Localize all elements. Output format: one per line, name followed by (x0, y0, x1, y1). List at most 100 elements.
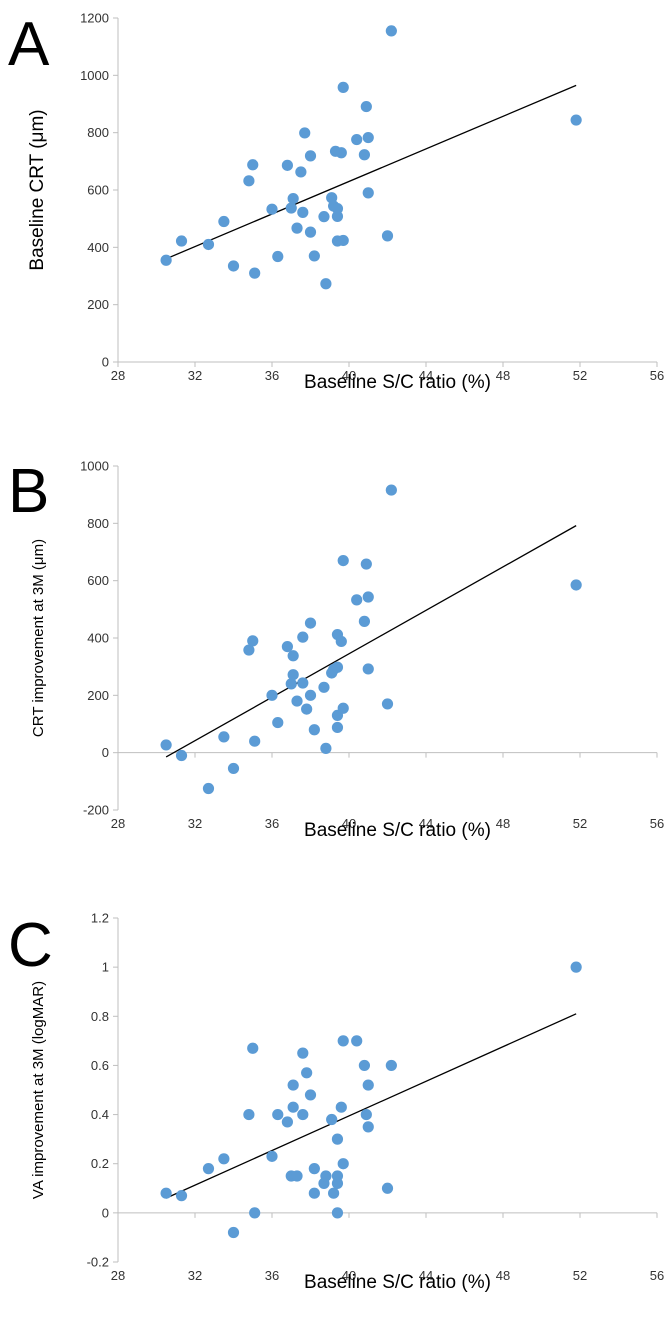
y-tick-label: 200 (87, 297, 109, 312)
data-point (362, 131, 374, 144)
x-axis-label: Baseline S/C ratio (%) (304, 1272, 491, 1293)
chart-panel-c: C -0.2 0 0.2 0.4 0.6 0.8 1 1.2 28 32 36 40 44 48 52 56 Ba… (8, 911, 664, 1294)
data-point (304, 689, 317, 701)
data-point (320, 1170, 332, 1182)
data-point (175, 1190, 188, 1202)
data-point (308, 250, 320, 262)
data-point (331, 721, 344, 734)
x-tick-label: 32 (188, 1268, 202, 1283)
y-axis-label: Baseline CRT (μm) (27, 109, 48, 270)
data-point (299, 127, 311, 139)
data-point (202, 1163, 215, 1175)
data-point (266, 1150, 278, 1162)
x-tick-label: 52 (573, 1268, 587, 1283)
y-tick-label: 800 (87, 125, 109, 140)
data-point (272, 1108, 284, 1121)
data-point (218, 215, 230, 228)
data-point (295, 166, 307, 178)
trendline (165, 525, 577, 758)
y-axis-label: CRT improvement at 3M (μm) (30, 539, 47, 737)
data-point (385, 484, 397, 496)
data-point (318, 211, 330, 223)
data-point (351, 594, 363, 606)
y-tick-label: 400 (87, 631, 109, 646)
data-point (272, 716, 284, 729)
data-point (218, 731, 230, 743)
data-point (318, 681, 330, 693)
x-tick-label: 40 (342, 816, 356, 831)
y-tick-label: 0.4 (91, 1107, 109, 1122)
data-point (337, 1035, 349, 1047)
data-point (351, 1035, 363, 1047)
data-point (175, 749, 188, 762)
y-tick-label: 1 (102, 960, 109, 975)
data-point (331, 1133, 344, 1145)
y-tick-label: 0.8 (91, 1009, 109, 1024)
trendline (165, 1013, 577, 1199)
x-axis-label: Baseline S/C ratio (%) (304, 820, 491, 841)
x-tick-label: 36 (265, 816, 279, 831)
y-tick-label: 0.6 (91, 1058, 109, 1073)
data-point (281, 1116, 293, 1128)
data-point (266, 689, 278, 701)
data-point (331, 1207, 344, 1219)
data-point (362, 187, 374, 199)
data-point (285, 202, 297, 214)
data-point (362, 663, 374, 675)
data-point (202, 238, 215, 251)
data-point (285, 678, 297, 690)
data-point (335, 147, 347, 159)
data-point (297, 1047, 309, 1059)
panel-letter: B (8, 457, 49, 526)
data-point (337, 1158, 349, 1170)
data-point (291, 1170, 303, 1182)
x-tick-label: 44 (419, 368, 433, 383)
data-point (328, 1187, 340, 1199)
data-point (337, 702, 349, 714)
data-point (304, 617, 317, 629)
data-point (301, 703, 313, 715)
data-point (243, 644, 255, 656)
data-point (304, 226, 317, 238)
data-point (337, 555, 349, 567)
x-tick-label: 44 (419, 816, 433, 831)
data-point (331, 1177, 344, 1189)
data-point (287, 650, 299, 662)
y-tick-label: 800 (87, 516, 109, 531)
data-point (358, 1059, 370, 1072)
x-tick-label: 52 (573, 816, 587, 831)
x-tick-label: 36 (265, 1268, 279, 1283)
data-point (291, 695, 303, 707)
data-point (287, 1101, 299, 1113)
data-point (249, 1207, 261, 1219)
data-point (287, 193, 299, 205)
x-tick-label: 28 (111, 816, 125, 831)
data-point (304, 1089, 317, 1101)
data-point (331, 203, 344, 215)
chart-panel-a: A 0 200 400 600 800 1000 1200 28 32 36 40 44 48 52 56 Ba… (8, 10, 664, 393)
data-point (362, 591, 374, 603)
data-point (570, 114, 582, 126)
x-tick-label: 48 (496, 816, 510, 831)
data-point (304, 150, 317, 162)
data-point (160, 254, 172, 266)
data-point (381, 230, 394, 242)
data-point (320, 278, 332, 290)
y-tick-label: 1.2 (91, 911, 109, 926)
x-tick-label: 32 (188, 368, 202, 383)
data-point (360, 100, 372, 113)
chart-panel-b: B -200 0 200 400 600 800 1000 28 32 36 40 44 48 52 56 Ba… (8, 457, 664, 841)
data-point (385, 1059, 397, 1072)
data-point (385, 25, 397, 37)
data-point (331, 661, 344, 673)
data-point (272, 250, 284, 263)
data-point (362, 1121, 374, 1133)
data-point (381, 698, 394, 710)
data-point (243, 1108, 255, 1121)
data-point (175, 235, 188, 247)
data-point (335, 635, 347, 648)
y-tick-label: 0 (102, 1205, 109, 1220)
data-point (331, 210, 344, 222)
data-point (287, 1079, 299, 1091)
